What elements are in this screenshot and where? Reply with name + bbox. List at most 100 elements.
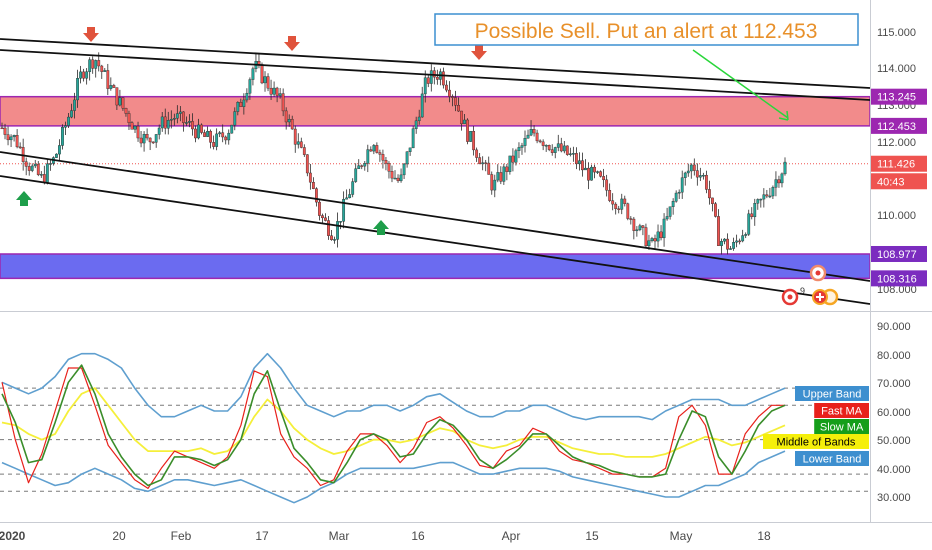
candle [272,81,276,97]
candle [689,163,693,179]
candle [148,137,152,151]
price-tick: 110.000 [877,210,916,222]
annotation-pointer-arrow [692,49,789,119]
alert-icons[interactable]: 9 [781,264,839,306]
candle [460,110,463,131]
candle [160,112,164,132]
candle [278,87,282,99]
time-label: May [670,529,693,543]
candle [680,170,684,199]
osc-tick: 40.000 [877,464,911,476]
price-label: 112.453 [871,117,927,134]
candle [590,164,593,181]
candle [30,163,34,173]
candle [145,128,149,141]
legend-tag: Slow MA [814,419,869,434]
sell-arrow [471,45,487,60]
candle [67,113,70,129]
candle [692,158,696,176]
candle [517,142,521,159]
candle [514,148,518,166]
candle [759,198,763,208]
candle [435,69,439,85]
candle [281,88,285,117]
candle [584,159,587,171]
oscillator-legend: Upper Band Fast MA Slow MA Middle of Bands L… [763,386,869,466]
candle [357,159,361,169]
candle [783,157,787,176]
candle [729,245,732,250]
candle [290,115,294,130]
candle [88,57,92,81]
candle [668,206,672,220]
svg-text:Lower Band: Lower Band [803,454,862,466]
candle [765,189,769,199]
candle [538,139,542,144]
candle [166,111,170,135]
candle [571,146,575,162]
candle [245,88,249,103]
candle [429,64,433,92]
candle [324,213,327,222]
candle [445,80,448,93]
candle [708,180,711,205]
candle [363,161,367,171]
candle [333,236,336,244]
candle [532,125,536,137]
candle [478,152,482,165]
candle [656,224,660,248]
candle [64,121,67,135]
candle [487,156,491,175]
candle [578,152,581,171]
candle [103,68,107,72]
candle [399,168,403,183]
candle [732,237,736,251]
candle [315,187,318,207]
candle [402,163,406,180]
candle [735,234,739,248]
candle [221,124,225,143]
svg-text:111.426: 111.426 [877,159,915,171]
candle [635,226,639,237]
candle [671,198,675,215]
svg-text:108.316: 108.316 [877,273,917,285]
candle [575,147,578,170]
candle [200,123,203,135]
candle [293,125,297,153]
candle [239,98,243,108]
candle [581,152,584,177]
candle [82,68,86,82]
candle [620,193,624,215]
candle [169,110,173,129]
candle [629,216,633,225]
candle [780,172,784,188]
candle [136,121,140,142]
candle [133,125,137,134]
trendline [0,151,870,282]
candle [484,159,488,172]
candle [602,168,606,188]
candle [508,155,512,175]
candle [15,129,19,149]
candle [472,126,476,156]
price-label: 40:43 [871,173,927,190]
legend-tag: Upper Band [795,386,869,401]
candle [33,159,37,169]
time-label: Mar [329,529,350,543]
candle [496,164,500,183]
candle [263,71,267,92]
candle [726,233,729,255]
time-axis: 2020 20 Feb 17 Mar 16 Apr 15 May 18 [0,529,771,543]
legend-tag: Fast MA [814,403,869,418]
candle [559,137,563,153]
candle [632,216,636,240]
candle [762,188,766,208]
candle [481,156,485,171]
candle [269,79,273,101]
candle [215,128,219,151]
candle [526,129,530,139]
candle [717,209,720,246]
candle [3,123,7,140]
candle [175,105,179,124]
buy-arrow [16,191,32,206]
